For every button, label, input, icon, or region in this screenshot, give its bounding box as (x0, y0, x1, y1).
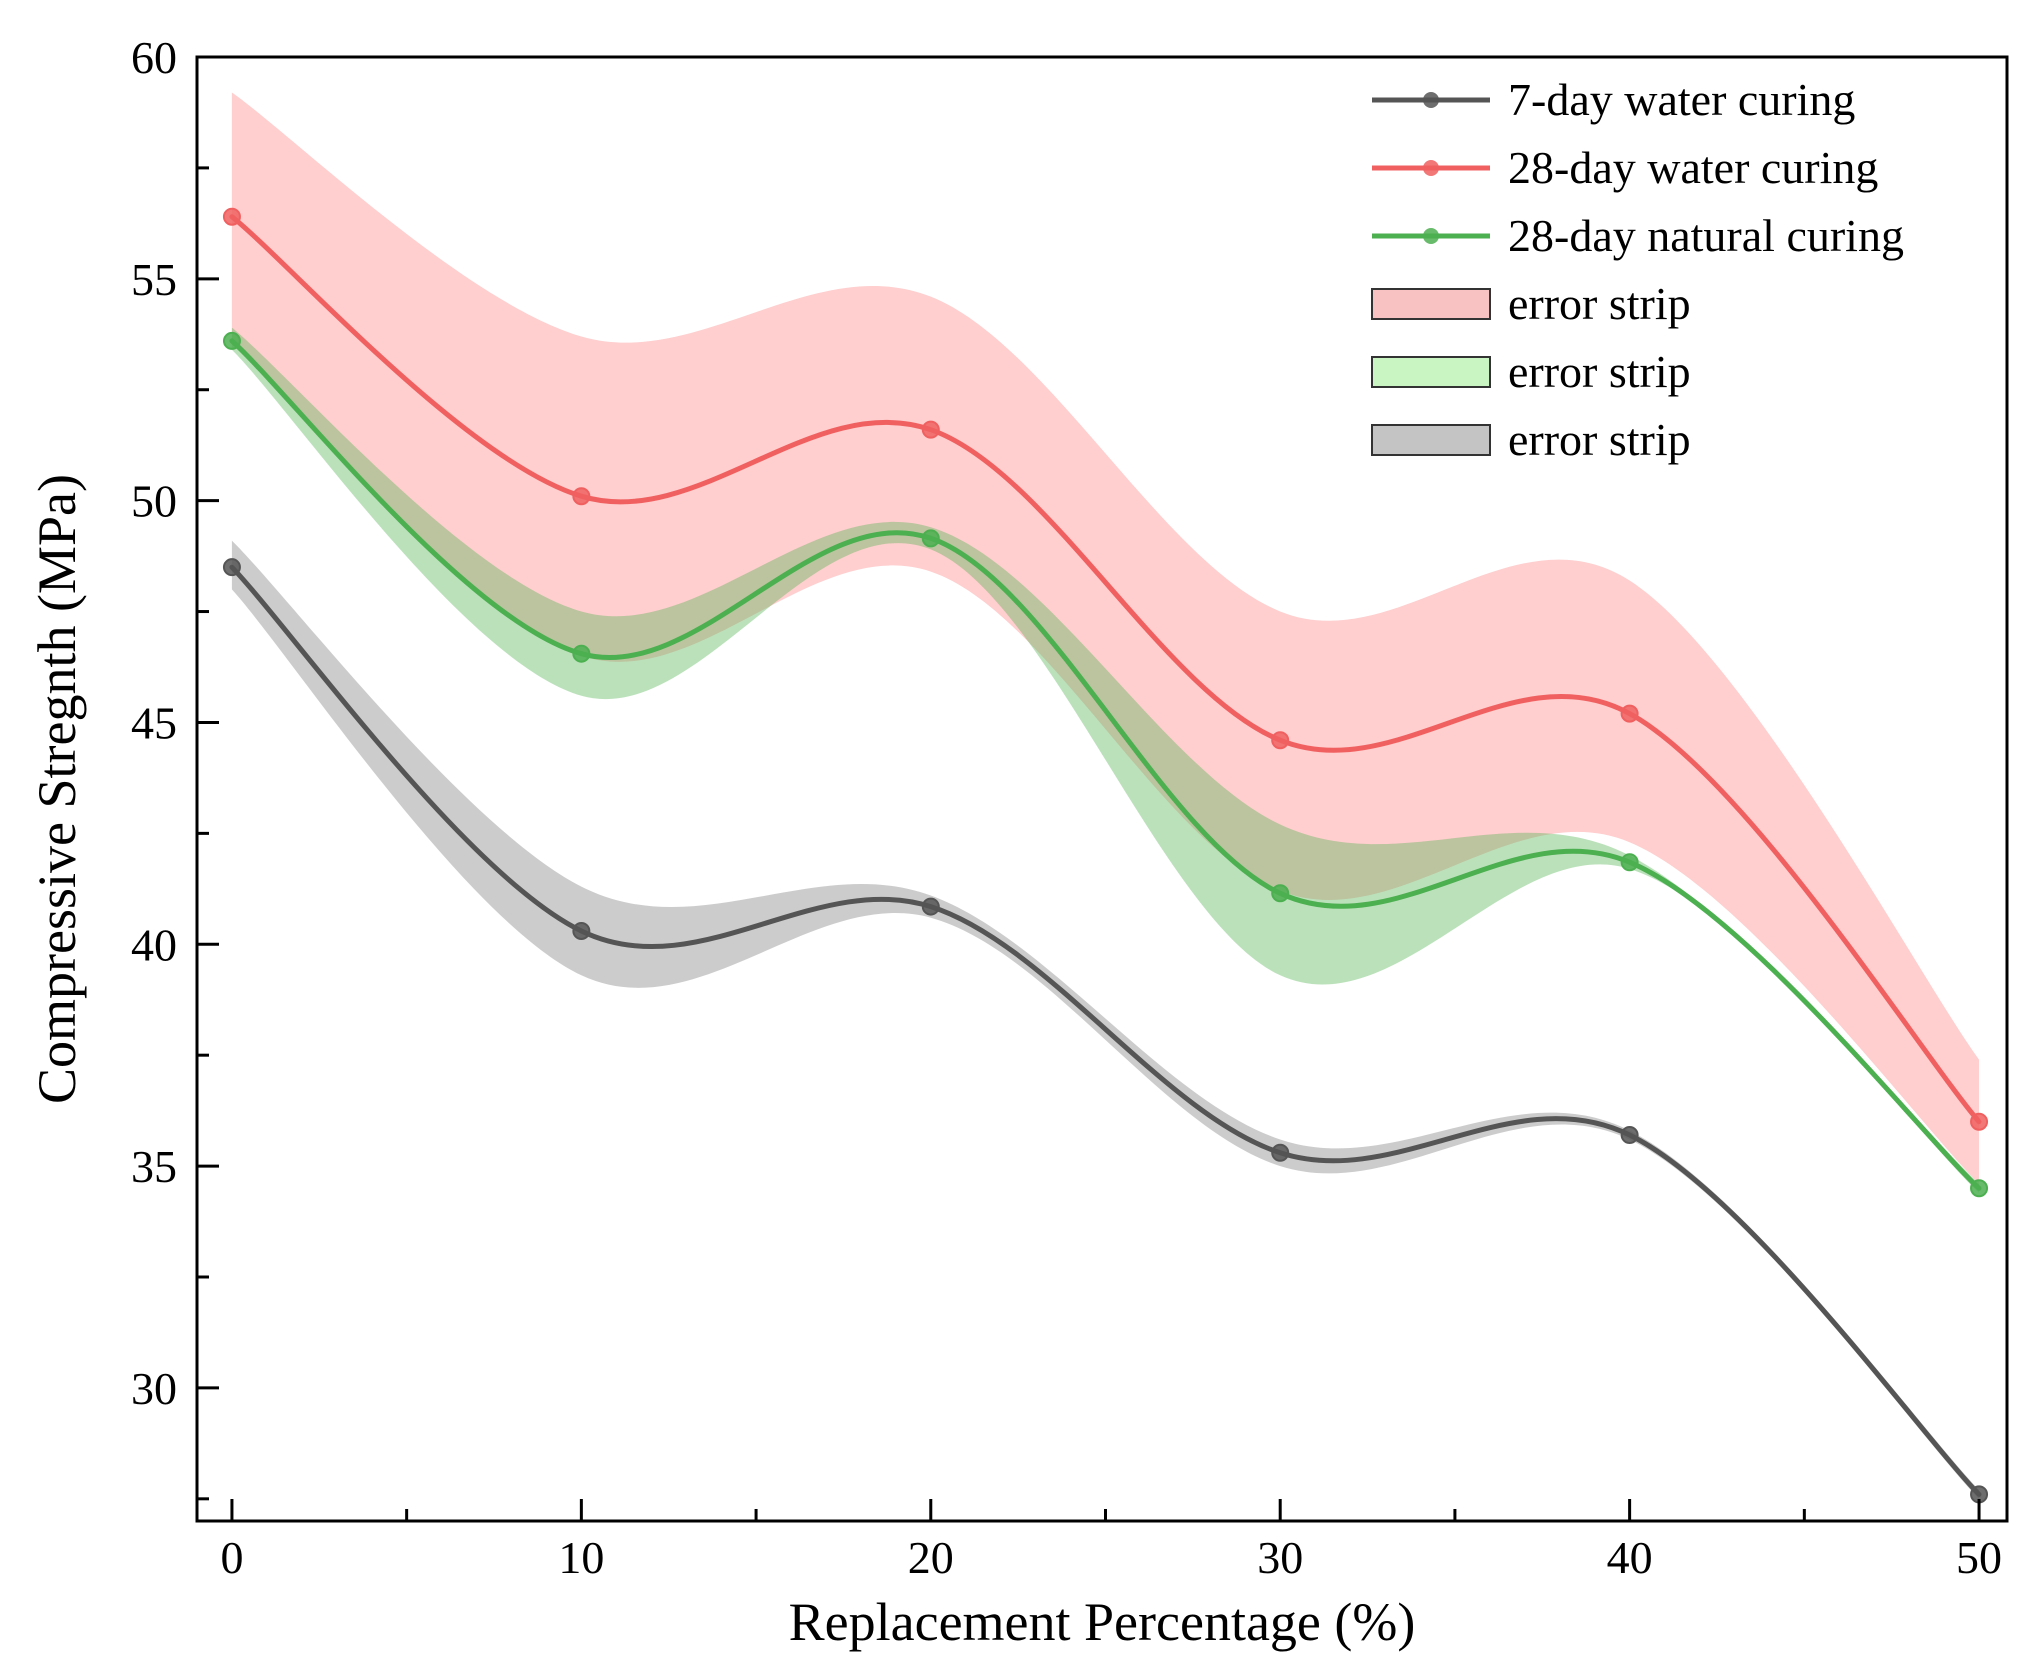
data-point-28-day-natural-curing-20 (921, 529, 940, 548)
legend-marker (1423, 228, 1439, 244)
y-tick-label: 60 (131, 32, 177, 83)
legend-label: error strip (1508, 414, 1691, 465)
data-point-28-day-water-curing-0 (222, 207, 241, 226)
legend-entry-error-strip-28-day-natural-curing: error strip (1371, 346, 1691, 397)
legend-entry-error-strip-7-day-water-curing: error strip (1371, 414, 1691, 465)
legend-label: 28-day water curing (1508, 142, 1878, 193)
legend-marker (1423, 160, 1439, 176)
series-line-28-day-natural-curing (229, 338, 1982, 1191)
y-tick-label: 40 (131, 919, 177, 970)
data-point-7-day-water-curing-10 (572, 921, 591, 940)
data-point-28-day-water-curing-30 (1271, 731, 1290, 750)
legend-band-swatch (1371, 424, 1491, 456)
x-axis-title: Replacement Percentage (%) (789, 1592, 1416, 1652)
series-lines (229, 214, 1982, 1497)
series-line-28-day-water-curing (229, 214, 1982, 1125)
data-point-7-day-water-curing-0 (222, 558, 241, 577)
data-point-28-day-water-curing-40 (1620, 704, 1639, 723)
legend-band-swatch (1371, 288, 1491, 320)
data-point-7-day-water-curing-20 (921, 897, 940, 916)
data-point-7-day-water-curing-30 (1271, 1143, 1290, 1162)
legend-label: error strip (1508, 278, 1691, 329)
plot-frame (195, 55, 2009, 1523)
x-tick-label: 10 (558, 1532, 604, 1583)
x-tick-label: 20 (908, 1532, 954, 1583)
legend-entry-error-strip-28-day-water-curing: error strip (1371, 278, 1691, 329)
data-point-28-day-water-curing-20 (921, 420, 940, 439)
data-point-28-day-natural-curing-30 (1271, 884, 1290, 903)
data-point-28-day-natural-curing-50 (1970, 1179, 1989, 1198)
legend: 7-day water curing 28-day water curing 28-… (1371, 74, 1904, 465)
legend-band-swatch (1371, 356, 1491, 388)
legend-entry-28-day-water-curing: 28-day water curing (1372, 142, 1878, 193)
data-point-28-day-natural-curing-0 (222, 331, 241, 350)
legend-label: 7-day water curing (1508, 74, 1855, 125)
data-point-28-day-water-curing-50 (1970, 1112, 1989, 1131)
x-tick-label: 0 (220, 1532, 243, 1583)
x-tick-label: 40 (1607, 1532, 1653, 1583)
x-tick-label: 30 (1257, 1532, 1303, 1583)
legend-label: error strip (1508, 346, 1691, 397)
error-bands (231, 92, 1979, 1499)
y-tick-label: 30 (131, 1363, 177, 1414)
y-axis-ticks: 30 35 40 45 50 55 60 (131, 32, 219, 1501)
data-point-28-day-natural-curing-10 (572, 644, 591, 663)
y-axis-title: Compressive Stregnth (MPa) (27, 474, 87, 1104)
error-band-7-day-water-curing (231, 540, 1979, 1499)
y-tick-label: 55 (131, 254, 177, 305)
legend-marker (1423, 92, 1439, 108)
x-axis-ticks: 0 10 20 30 40 50 (220, 1499, 2002, 1583)
legend-entry-28-day-natural-curing: 28-day natural curing (1372, 210, 1904, 261)
error-band-28-day-water-curing (231, 92, 1979, 1184)
data-point-7-day-water-curing-40 (1620, 1126, 1639, 1145)
y-tick-label: 35 (131, 1141, 177, 1192)
legend-entry-7-day-water-curing: 7-day water curing (1372, 74, 1855, 125)
y-tick-label: 45 (131, 697, 177, 748)
data-markers (222, 207, 1989, 1504)
data-point-28-day-water-curing-10 (572, 487, 591, 506)
data-point-28-day-natural-curing-40 (1620, 853, 1639, 872)
series-line-7-day-water-curing (229, 564, 1982, 1497)
x-tick-label: 50 (1956, 1532, 2002, 1583)
y-tick-label: 50 (131, 476, 177, 527)
legend-label: 28-day natural curing (1508, 210, 1904, 261)
